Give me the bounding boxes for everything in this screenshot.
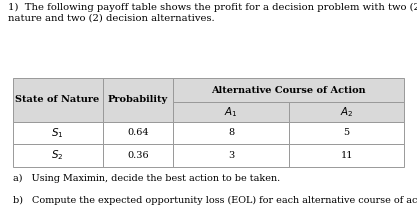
Text: 8: 8 — [228, 129, 234, 137]
Text: 1)  The following payoff table shows the profit for a decision problem with two : 1) The following payoff table shows the … — [8, 3, 417, 23]
Bar — [13, 144, 103, 167]
Bar — [289, 102, 404, 122]
Bar — [173, 122, 289, 144]
Text: $A_2$: $A_2$ — [340, 105, 354, 119]
Text: State of Nature: State of Nature — [15, 96, 100, 104]
Text: 0.36: 0.36 — [127, 151, 149, 160]
Bar — [103, 78, 173, 122]
Text: $S_2$: $S_2$ — [51, 149, 64, 163]
Text: $S_1$: $S_1$ — [51, 126, 64, 140]
Bar — [173, 144, 289, 167]
Bar — [289, 144, 404, 167]
Bar — [289, 122, 404, 144]
Text: 5: 5 — [344, 129, 350, 137]
Text: 0.64: 0.64 — [127, 129, 149, 137]
Text: 3: 3 — [228, 151, 234, 160]
Bar — [103, 144, 173, 167]
Text: Alternative Course of Action: Alternative Course of Action — [211, 86, 366, 95]
Text: b)   Compute the expected opportunity loss (EOL) for each alternative course of : b) Compute the expected opportunity loss… — [13, 196, 417, 205]
Bar — [103, 122, 173, 144]
Text: Probability: Probability — [108, 96, 168, 104]
Bar — [13, 122, 103, 144]
Text: a)   Using Maximin, decide the best action to be taken.: a) Using Maximin, decide the best action… — [13, 174, 280, 183]
Bar — [173, 102, 289, 122]
Bar — [173, 78, 404, 102]
Bar — [13, 78, 103, 122]
Text: 11: 11 — [340, 151, 353, 160]
Text: $A_1$: $A_1$ — [224, 105, 238, 119]
